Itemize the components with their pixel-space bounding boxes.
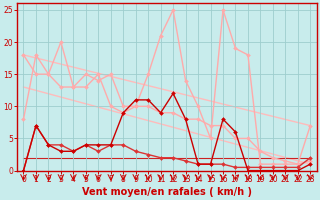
X-axis label: Vent moyen/en rafales ( km/h ): Vent moyen/en rafales ( km/h ) xyxy=(82,187,252,197)
